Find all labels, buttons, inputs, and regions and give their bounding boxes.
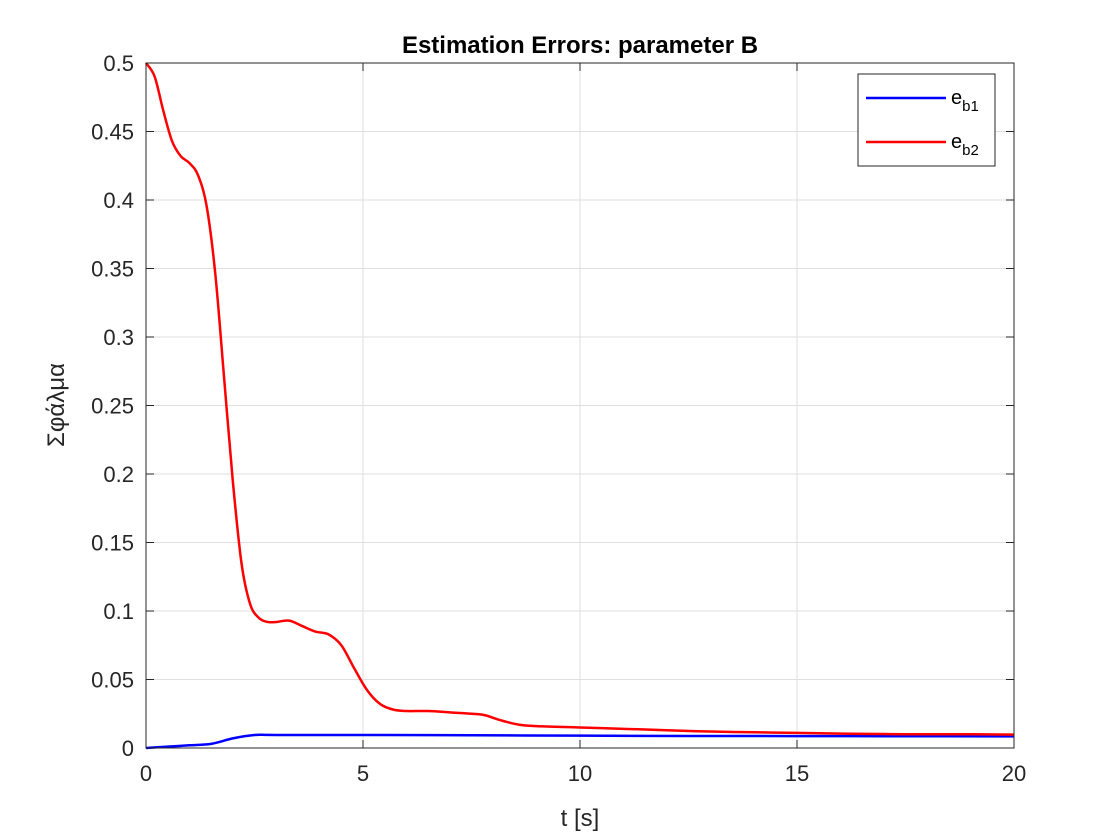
x-tick-label: 5 xyxy=(357,761,369,786)
tick-marks xyxy=(145,62,1015,749)
y-tick-label: 0.1 xyxy=(103,599,134,624)
legend-label-eb2: eb2 xyxy=(951,131,979,159)
x-tick-label: 10 xyxy=(568,761,592,786)
y-tick-labels: 0 0.05 0.1 0.15 0.2 0.25 0.3 0.35 0.4 0.45 0.5 xyxy=(91,51,134,761)
y-tick-label: 0 xyxy=(122,736,134,761)
x-axis-label: t [s] xyxy=(561,805,600,832)
x-tick-label: 15 xyxy=(785,761,809,786)
y-tick-label: 0.45 xyxy=(91,120,134,145)
chart-title: Estimation Errors: parameter B xyxy=(402,32,758,59)
x-tick-label: 20 xyxy=(1002,761,1026,786)
y-tick-label: 0.35 xyxy=(91,257,134,282)
x-tick-label: 0 xyxy=(140,761,152,786)
y-tick-label: 0.4 xyxy=(103,188,134,213)
legend-label-eb1: eb1 xyxy=(951,87,979,115)
y-tick-label: 0.15 xyxy=(91,531,134,556)
y-tick-label: 0.25 xyxy=(91,394,134,419)
y-axis-label: Σφάλμα xyxy=(43,363,70,447)
series-line-eb2 xyxy=(144,62,1015,736)
y-tick-label: 0.5 xyxy=(103,51,134,76)
y-tick-label: 0.2 xyxy=(103,462,134,487)
legend-box xyxy=(857,73,996,167)
series-line-eb1 xyxy=(145,733,1015,750)
legend: eb1 eb2 xyxy=(857,73,996,167)
series-layer xyxy=(144,62,1015,750)
y-tick-label: 0.05 xyxy=(91,668,134,693)
x-tick-labels: 0 5 10 15 20 xyxy=(140,761,1026,786)
y-tick-label: 0.3 xyxy=(103,325,134,350)
